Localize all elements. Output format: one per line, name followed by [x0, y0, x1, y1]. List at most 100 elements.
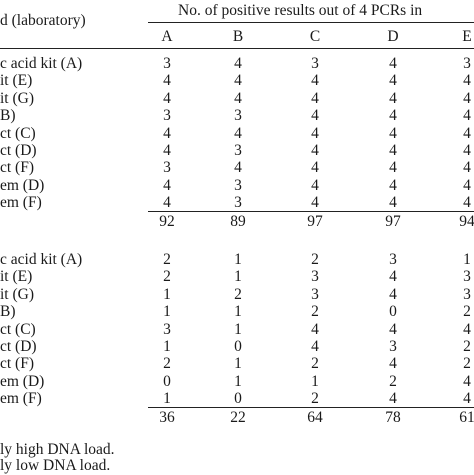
table-cell: 2 — [163, 268, 171, 286]
table-cell: 4 — [463, 124, 471, 142]
table-cell: 4 — [311, 320, 319, 338]
table-cell: 4 — [463, 390, 471, 408]
table-cell: 4 — [311, 107, 319, 125]
table-cell: 1 — [163, 338, 171, 355]
table-cell: 4 — [463, 194, 471, 212]
table-cell: 4 — [389, 72, 397, 90]
table-cell: 2 — [311, 251, 319, 268]
table-cell: 3 — [311, 55, 319, 72]
column-header-c: C — [309, 28, 321, 45]
table-cell: 1 — [463, 251, 471, 268]
table-cell: 3 — [163, 55, 171, 72]
total-cell: 97 — [307, 212, 323, 230]
table-cell: 4 — [389, 285, 397, 303]
group-header: No. of positive results out of 4 PCRs in — [178, 2, 423, 19]
method-label: em (D) — [0, 372, 45, 390]
table-cell: 4 — [389, 159, 397, 177]
table-cell: 0 — [163, 372, 171, 390]
method-label: ct (D) — [0, 142, 37, 159]
method-label: it (G) — [0, 89, 35, 107]
table-cell: 4 — [389, 55, 397, 72]
table-cell: 4 — [463, 107, 471, 125]
table-cell: 3 — [463, 55, 471, 72]
table-cell: 3 — [463, 285, 471, 303]
table-cell: 3 — [463, 268, 471, 286]
table-cell: 4 — [389, 107, 397, 125]
table-cell: 1 — [163, 285, 171, 303]
table-cell: 3 — [163, 320, 171, 338]
total-cell: 64 — [307, 408, 323, 426]
table-cell: 0 — [234, 338, 242, 355]
table-cell: 4 — [163, 176, 171, 194]
method-label: it (G) — [0, 285, 35, 303]
footnote: ly high DNA load. — [0, 441, 115, 458]
table-cell: 4 — [389, 142, 397, 159]
table-cell: 4 — [311, 142, 319, 159]
table-cell: 2 — [234, 285, 242, 303]
method-label: em (D) — [0, 176, 45, 194]
table-cell: 3 — [163, 107, 171, 125]
method-label: ct (F) — [0, 159, 35, 177]
table-cell: 4 — [163, 142, 171, 159]
column-header-d: D — [387, 28, 399, 45]
table-cell: 1 — [234, 268, 242, 286]
table-cell: 4 — [311, 124, 319, 142]
table-cell: 4 — [389, 355, 397, 373]
table-cell: 1 — [234, 251, 242, 268]
method-label: c acid kit (A) — [0, 55, 83, 72]
table-cell: 2 — [311, 303, 319, 321]
table-cell: 4 — [234, 124, 242, 142]
total-cell: 92 — [159, 212, 175, 230]
table-cell: 4 — [163, 72, 171, 90]
table-cell: 4 — [311, 176, 319, 194]
method-label: em (F) — [0, 194, 42, 212]
table-cell: 4 — [463, 176, 471, 194]
method-label: it (E) — [0, 268, 33, 286]
table-cell: 4 — [234, 89, 242, 107]
total-rule — [148, 210, 474, 212]
method-label: it (E) — [0, 72, 33, 90]
table-cell: 2 — [463, 338, 471, 355]
table-cell: 4 — [163, 194, 171, 212]
table-cell: 4 — [389, 194, 397, 212]
table-cell: 1 — [234, 303, 242, 321]
table-cell: 4 — [234, 72, 242, 90]
table-cell: 0 — [234, 390, 242, 408]
total-cell: 89 — [230, 212, 246, 230]
table-cell: 4 — [463, 372, 471, 390]
header-bottom-rule — [0, 48, 474, 49]
method-label: B) — [0, 303, 16, 321]
table-cell: 3 — [234, 194, 242, 212]
table-cell: 4 — [463, 159, 471, 177]
column-header-a: A — [161, 28, 173, 45]
table-cell: 3 — [389, 251, 397, 268]
method-label: ct (C) — [0, 124, 36, 142]
table-cell: 4 — [234, 159, 242, 177]
method-label: B) — [0, 107, 16, 125]
table-cell: 4 — [234, 55, 242, 72]
table-cell: 1 — [163, 303, 171, 321]
table-cell: 3 — [234, 176, 242, 194]
table-cell: 4 — [311, 72, 319, 90]
table-cell: 3 — [311, 268, 319, 286]
table-cell: 2 — [163, 355, 171, 373]
table-cell: 4 — [389, 124, 397, 142]
table-cell: 0 — [389, 303, 397, 321]
column-header-b: B — [232, 28, 244, 45]
total-cell: 22 — [230, 408, 246, 426]
table-cell: 4 — [463, 320, 471, 338]
table-cell: 4 — [311, 194, 319, 212]
table-cell: 4 — [463, 72, 471, 90]
table-cell: 1 — [311, 372, 319, 390]
table-cell: 4 — [463, 142, 471, 159]
table-cell: 4 — [311, 89, 319, 107]
table-cell: 3 — [389, 338, 397, 355]
method-label: ct (D) — [0, 338, 37, 355]
table-cell: 4 — [389, 176, 397, 194]
footnote: ly low DNA load. — [0, 457, 111, 474]
table-cell: 1 — [234, 355, 242, 373]
total-cell: 36 — [159, 408, 175, 426]
table-cell: 2 — [311, 390, 319, 408]
table-cell: 2 — [463, 303, 471, 321]
column-header-e: E — [462, 28, 472, 45]
